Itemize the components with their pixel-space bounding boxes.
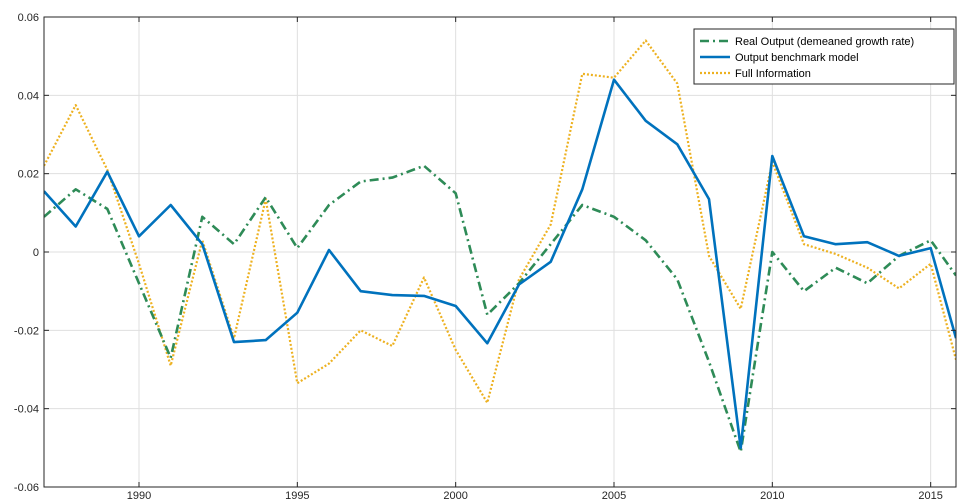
series-line-3 bbox=[44, 39, 956, 404]
series-line-2 bbox=[44, 78, 956, 450]
y-tick-label: 0.02 bbox=[18, 169, 39, 181]
legend-label: Real Output (demeaned growth rate) bbox=[735, 36, 914, 48]
legend: Real Output (demeaned growth rate) Output… bbox=[693, 28, 955, 85]
y-tick-label: 0.04 bbox=[18, 90, 39, 102]
x-tick-label: 2015 bbox=[918, 490, 942, 502]
ticks: -0.06 -0.04 -0.02 0 0.02 0.04 0.06 1990 1995 2000… bbox=[14, 12, 956, 502]
y-tick-label: -0.02 bbox=[14, 325, 39, 337]
y-tick-label: -0.04 bbox=[14, 404, 39, 416]
series-layer bbox=[44, 39, 956, 454]
x-tick-label: 2005 bbox=[602, 490, 626, 502]
legend-box bbox=[693, 28, 955, 85]
y-tick-label: 0.06 bbox=[18, 12, 39, 24]
x-tick-label: 1990 bbox=[127, 490, 151, 502]
x-tick-label: 2000 bbox=[443, 490, 467, 502]
series-line-1 bbox=[44, 164, 956, 454]
grid bbox=[44, 16, 956, 488]
x-tick-label: 1995 bbox=[285, 490, 309, 502]
legend-label: Output benchmark model bbox=[735, 52, 859, 64]
legend-label: Full Information bbox=[735, 68, 811, 80]
y-tick-label: 0 bbox=[33, 247, 39, 259]
y-tick-label: -0.06 bbox=[14, 482, 39, 494]
x-tick-label: 2010 bbox=[760, 490, 784, 502]
